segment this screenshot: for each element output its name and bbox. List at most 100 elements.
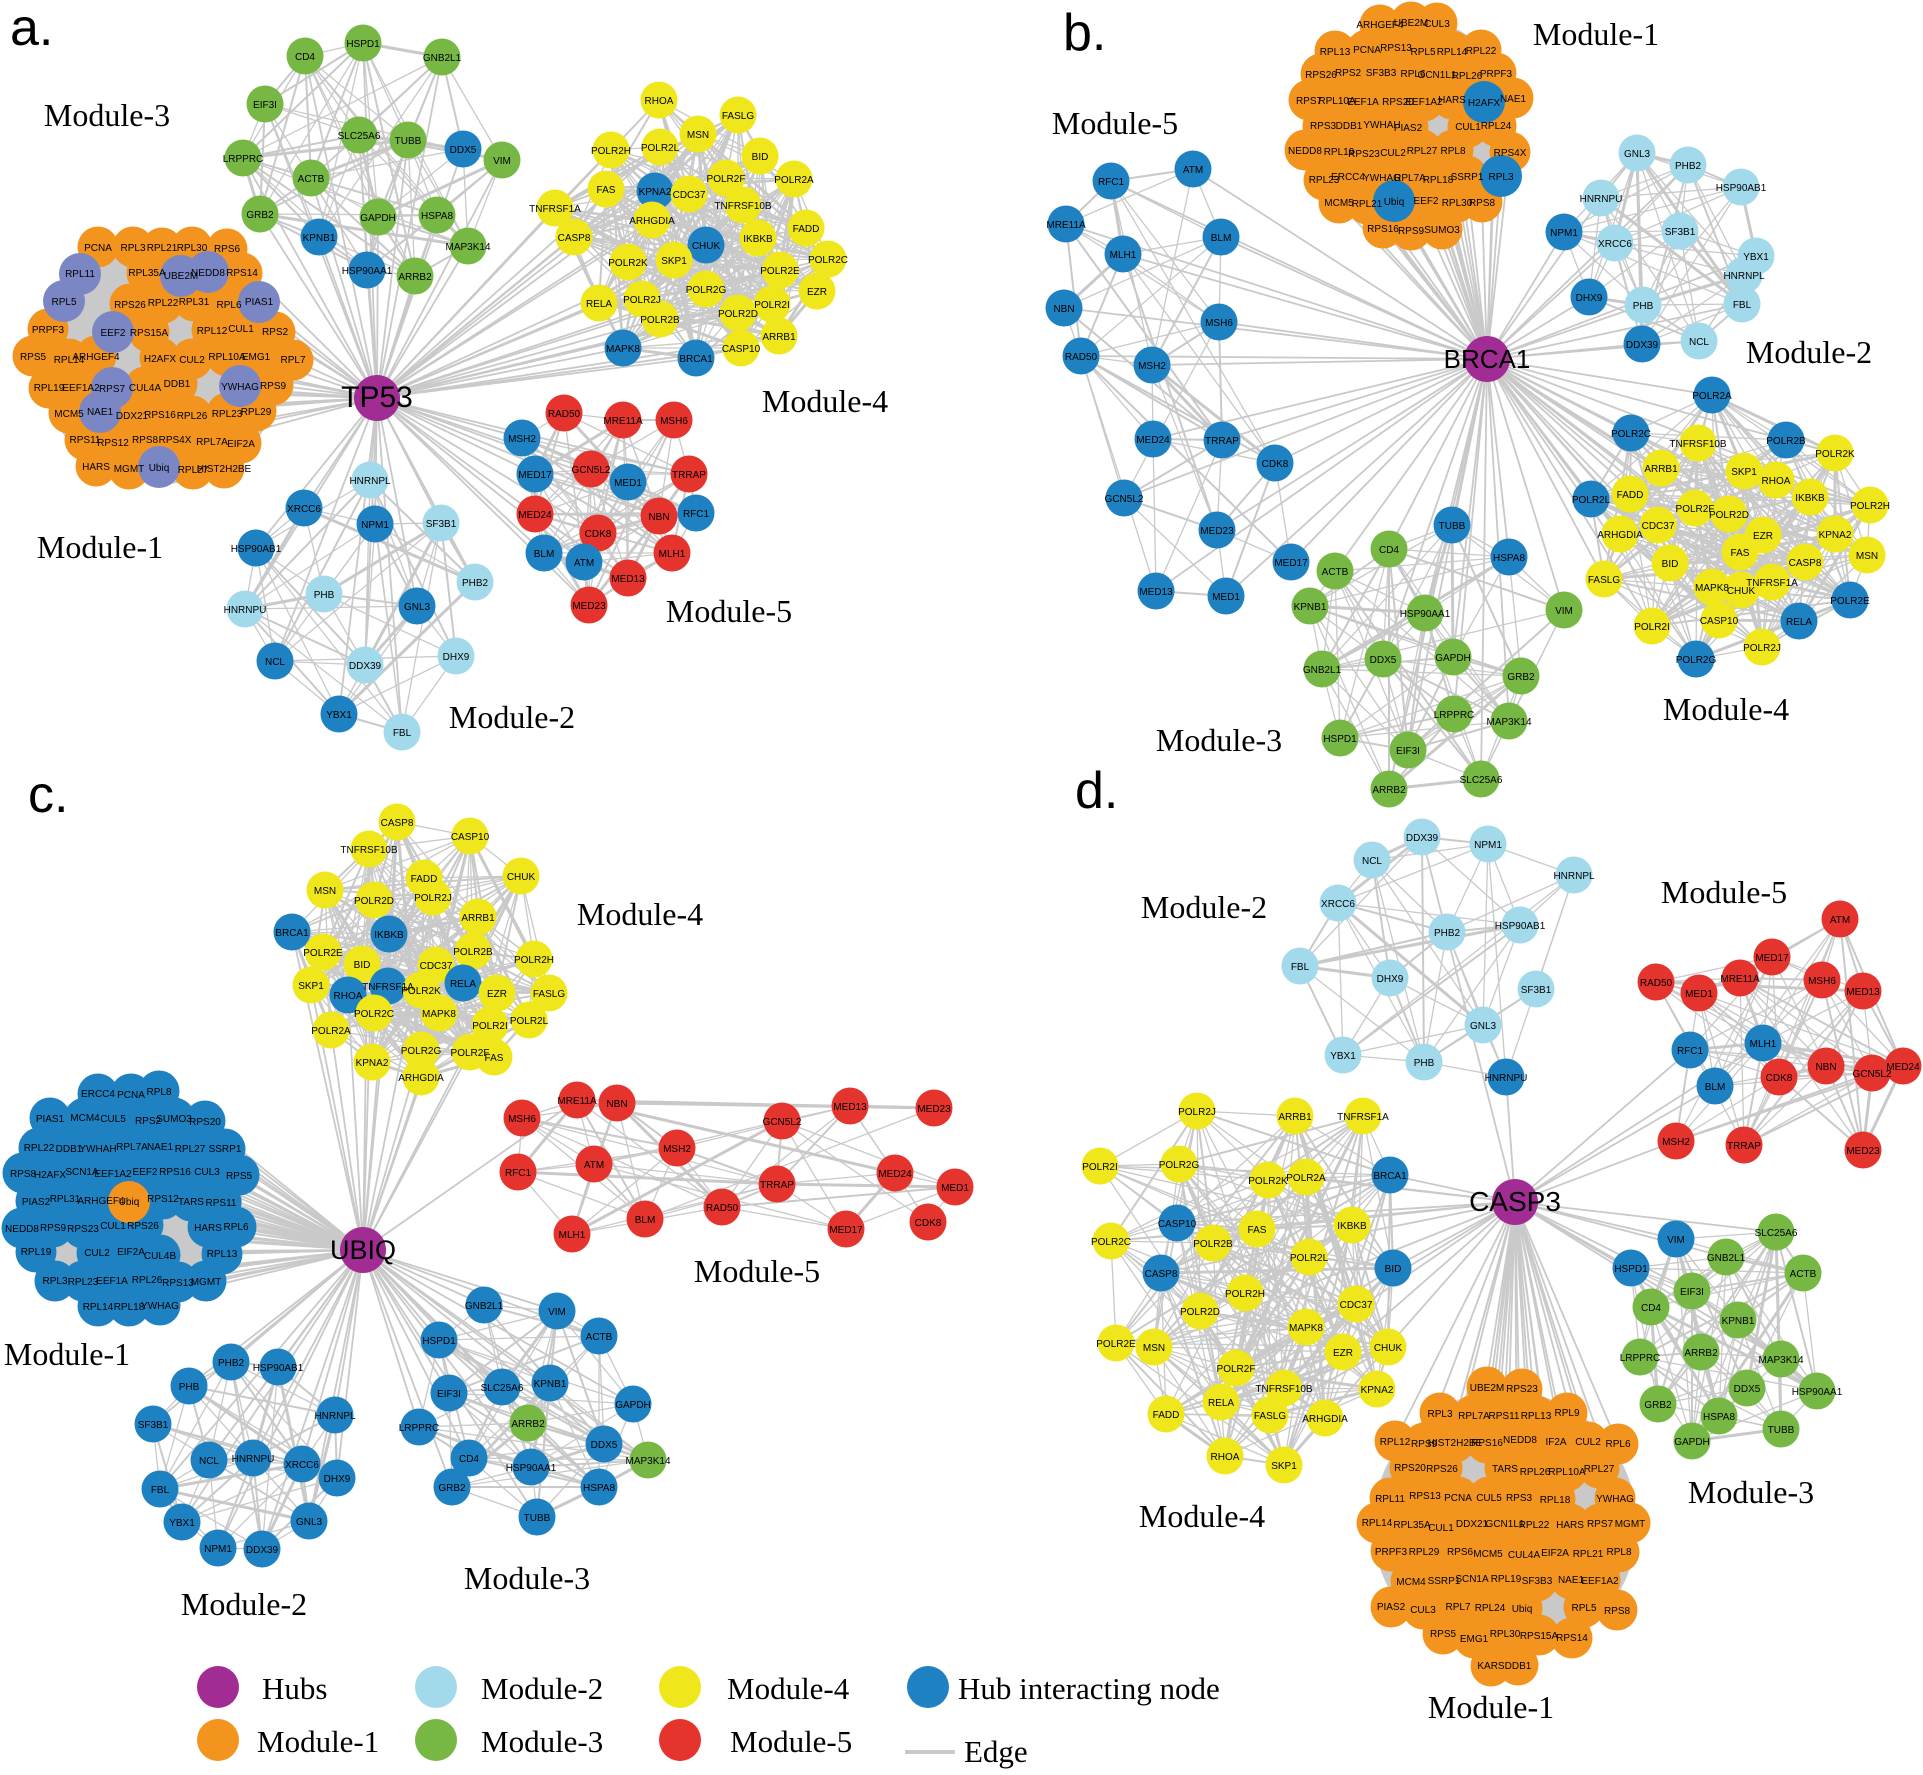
svg-text:BRCA1: BRCA1 xyxy=(679,354,713,365)
svg-text:CHUK: CHUK xyxy=(692,241,721,252)
svg-text:Module-1: Module-1 xyxy=(1428,1689,1554,1725)
svg-text:RPS11: RPS11 xyxy=(1489,1411,1520,1422)
svg-text:IKBKB: IKBKB xyxy=(743,234,773,245)
svg-text:Module-2: Module-2 xyxy=(1746,334,1872,370)
svg-text:ARRB1: ARRB1 xyxy=(1278,1112,1312,1123)
svg-text:EMG1: EMG1 xyxy=(242,352,271,363)
svg-text:Module-3: Module-3 xyxy=(44,97,170,133)
svg-text:RPS26: RPS26 xyxy=(1426,1464,1458,1475)
svg-text:EIF3I: EIF3I xyxy=(1680,1287,1704,1298)
svg-text:POLR2L: POLR2L xyxy=(641,143,680,154)
svg-text:Module-2: Module-2 xyxy=(449,699,575,735)
svg-text:RPS26: RPS26 xyxy=(127,1221,159,1232)
svg-text:YWHAG: YWHAG xyxy=(221,382,259,393)
svg-text:GAPDH: GAPDH xyxy=(615,1400,651,1411)
svg-text:RPL3: RPL3 xyxy=(42,1276,67,1287)
svg-text:CUL1: CUL1 xyxy=(1455,122,1481,133)
svg-text:POLR2L: POLR2L xyxy=(510,1016,549,1027)
svg-text:RPL18: RPL18 xyxy=(1540,1495,1571,1506)
svg-text:IF2A: IF2A xyxy=(1545,1437,1566,1448)
svg-text:MAPK8: MAPK8 xyxy=(422,1009,456,1020)
svg-text:RPS5: RPS5 xyxy=(226,1171,253,1182)
svg-text:GCN1L1: GCN1L1 xyxy=(1486,1519,1525,1530)
svg-text:HSPA8: HSPA8 xyxy=(1703,1412,1735,1423)
svg-text:RPL29: RPL29 xyxy=(241,407,272,418)
svg-text:BRCA1: BRCA1 xyxy=(1373,1171,1407,1182)
svg-text:PHB2: PHB2 xyxy=(1675,161,1702,172)
svg-text:TNFRSF10B: TNFRSF10B xyxy=(1669,439,1727,450)
svg-text:RPL23: RPL23 xyxy=(212,409,243,420)
svg-text:EZR: EZR xyxy=(487,989,507,1000)
svg-text:BLM: BLM xyxy=(635,1215,656,1226)
svg-text:MED17: MED17 xyxy=(518,470,552,481)
svg-text:CDK8: CDK8 xyxy=(1262,459,1289,470)
svg-text:HSPD1: HSPD1 xyxy=(346,39,380,50)
svg-text:RPS20: RPS20 xyxy=(189,1117,221,1128)
svg-text:POLR2J: POLR2J xyxy=(623,295,661,306)
svg-text:RPL30: RPL30 xyxy=(1490,1629,1521,1640)
svg-text:MRE11A: MRE11A xyxy=(1720,974,1760,985)
svg-text:ACTB: ACTB xyxy=(298,174,325,185)
svg-text:RPS7: RPS7 xyxy=(99,384,126,395)
svg-text:d.: d. xyxy=(1075,762,1118,820)
svg-text:RPS6: RPS6 xyxy=(214,244,241,255)
svg-text:ACTB: ACTB xyxy=(1790,1269,1817,1280)
svg-text:SCN1A: SCN1A xyxy=(65,1167,99,1178)
svg-text:EEF1A2: EEF1A2 xyxy=(62,383,100,394)
svg-text:POLR2B: POLR2B xyxy=(640,315,680,326)
svg-text:Module-5: Module-5 xyxy=(1661,874,1787,910)
svg-text:MAP3K14: MAP3K14 xyxy=(1486,717,1531,728)
svg-text:CUL2: CUL2 xyxy=(84,1248,110,1259)
svg-text:GCN5L2: GCN5L2 xyxy=(572,465,611,476)
svg-text:YBX1: YBX1 xyxy=(1330,1051,1356,1062)
svg-text:MSN: MSN xyxy=(1143,1343,1165,1354)
svg-text:TNFRSF1A: TNFRSF1A xyxy=(1746,578,1798,589)
svg-text:MSH2: MSH2 xyxy=(1662,1137,1690,1148)
svg-text:TNFRSF1A: TNFRSF1A xyxy=(1337,1112,1389,1123)
svg-text:DHX9: DHX9 xyxy=(324,1474,351,1485)
svg-text:KPNA2: KPNA2 xyxy=(1819,530,1852,541)
svg-text:RPL26: RPL26 xyxy=(177,411,208,422)
svg-text:HSP90AB1: HSP90AB1 xyxy=(253,1363,304,1374)
svg-text:HSPD1: HSPD1 xyxy=(422,1336,456,1347)
svg-text:RPS14: RPS14 xyxy=(1556,1633,1588,1644)
svg-text:EEF1A: EEF1A xyxy=(1347,97,1379,108)
svg-text:PHB2: PHB2 xyxy=(462,578,489,589)
svg-text:PHB: PHB xyxy=(314,590,335,601)
svg-text:GCN1L1: GCN1L1 xyxy=(1418,70,1457,81)
svg-text:POLR2C: POLR2C xyxy=(354,1009,394,1020)
svg-text:CDC37: CDC37 xyxy=(673,190,706,201)
svg-text:NEDD8: NEDD8 xyxy=(1503,1435,1537,1446)
svg-text:SF3B1: SF3B1 xyxy=(426,519,457,530)
svg-text:HNRNPL: HNRNPL xyxy=(314,1411,356,1422)
svg-text:POLR2D: POLR2D xyxy=(1180,1307,1220,1318)
svg-text:CD4: CD4 xyxy=(295,52,315,63)
svg-text:PCNA: PCNA xyxy=(1444,1493,1472,1504)
svg-text:TRRAP: TRRAP xyxy=(1727,1141,1761,1152)
svg-text:RPS2: RPS2 xyxy=(262,327,289,338)
svg-text:RPL19: RPL19 xyxy=(1324,147,1355,158)
svg-text:RPL27: RPL27 xyxy=(1407,146,1438,157)
svg-text:GAPDH: GAPDH xyxy=(1435,653,1471,664)
svg-text:Module-2: Module-2 xyxy=(1141,889,1267,925)
svg-text:TUBB: TUBB xyxy=(1439,521,1466,532)
svg-text:CD4: CD4 xyxy=(459,1454,479,1465)
svg-text:Ubiq: Ubiq xyxy=(149,463,170,474)
svg-text:RPL19: RPL19 xyxy=(21,1247,52,1258)
svg-text:CHUK: CHUK xyxy=(1374,1343,1403,1354)
svg-text:MGMT: MGMT xyxy=(114,464,145,475)
svg-text:POLR2A: POLR2A xyxy=(1286,1173,1326,1184)
svg-text:CUL2: CUL2 xyxy=(1575,1437,1601,1448)
svg-text:PHB: PHB xyxy=(1414,1058,1435,1069)
svg-text:CUL2: CUL2 xyxy=(1380,148,1406,159)
svg-text:MLH1: MLH1 xyxy=(1110,250,1137,261)
svg-text:RPL11: RPL11 xyxy=(65,269,95,280)
svg-text:HNRNPU: HNRNPU xyxy=(232,1454,275,1465)
svg-text:RPL13: RPL13 xyxy=(1521,1411,1552,1422)
svg-text:Module-1: Module-1 xyxy=(257,1724,379,1759)
svg-text:RPL35A: RPL35A xyxy=(1393,1520,1431,1531)
svg-text:GCN5L2: GCN5L2 xyxy=(1105,494,1144,505)
svg-text:RPL24: RPL24 xyxy=(1481,121,1512,132)
svg-text:XRCC6: XRCC6 xyxy=(1321,899,1355,910)
svg-text:GNL3: GNL3 xyxy=(1470,1021,1497,1032)
